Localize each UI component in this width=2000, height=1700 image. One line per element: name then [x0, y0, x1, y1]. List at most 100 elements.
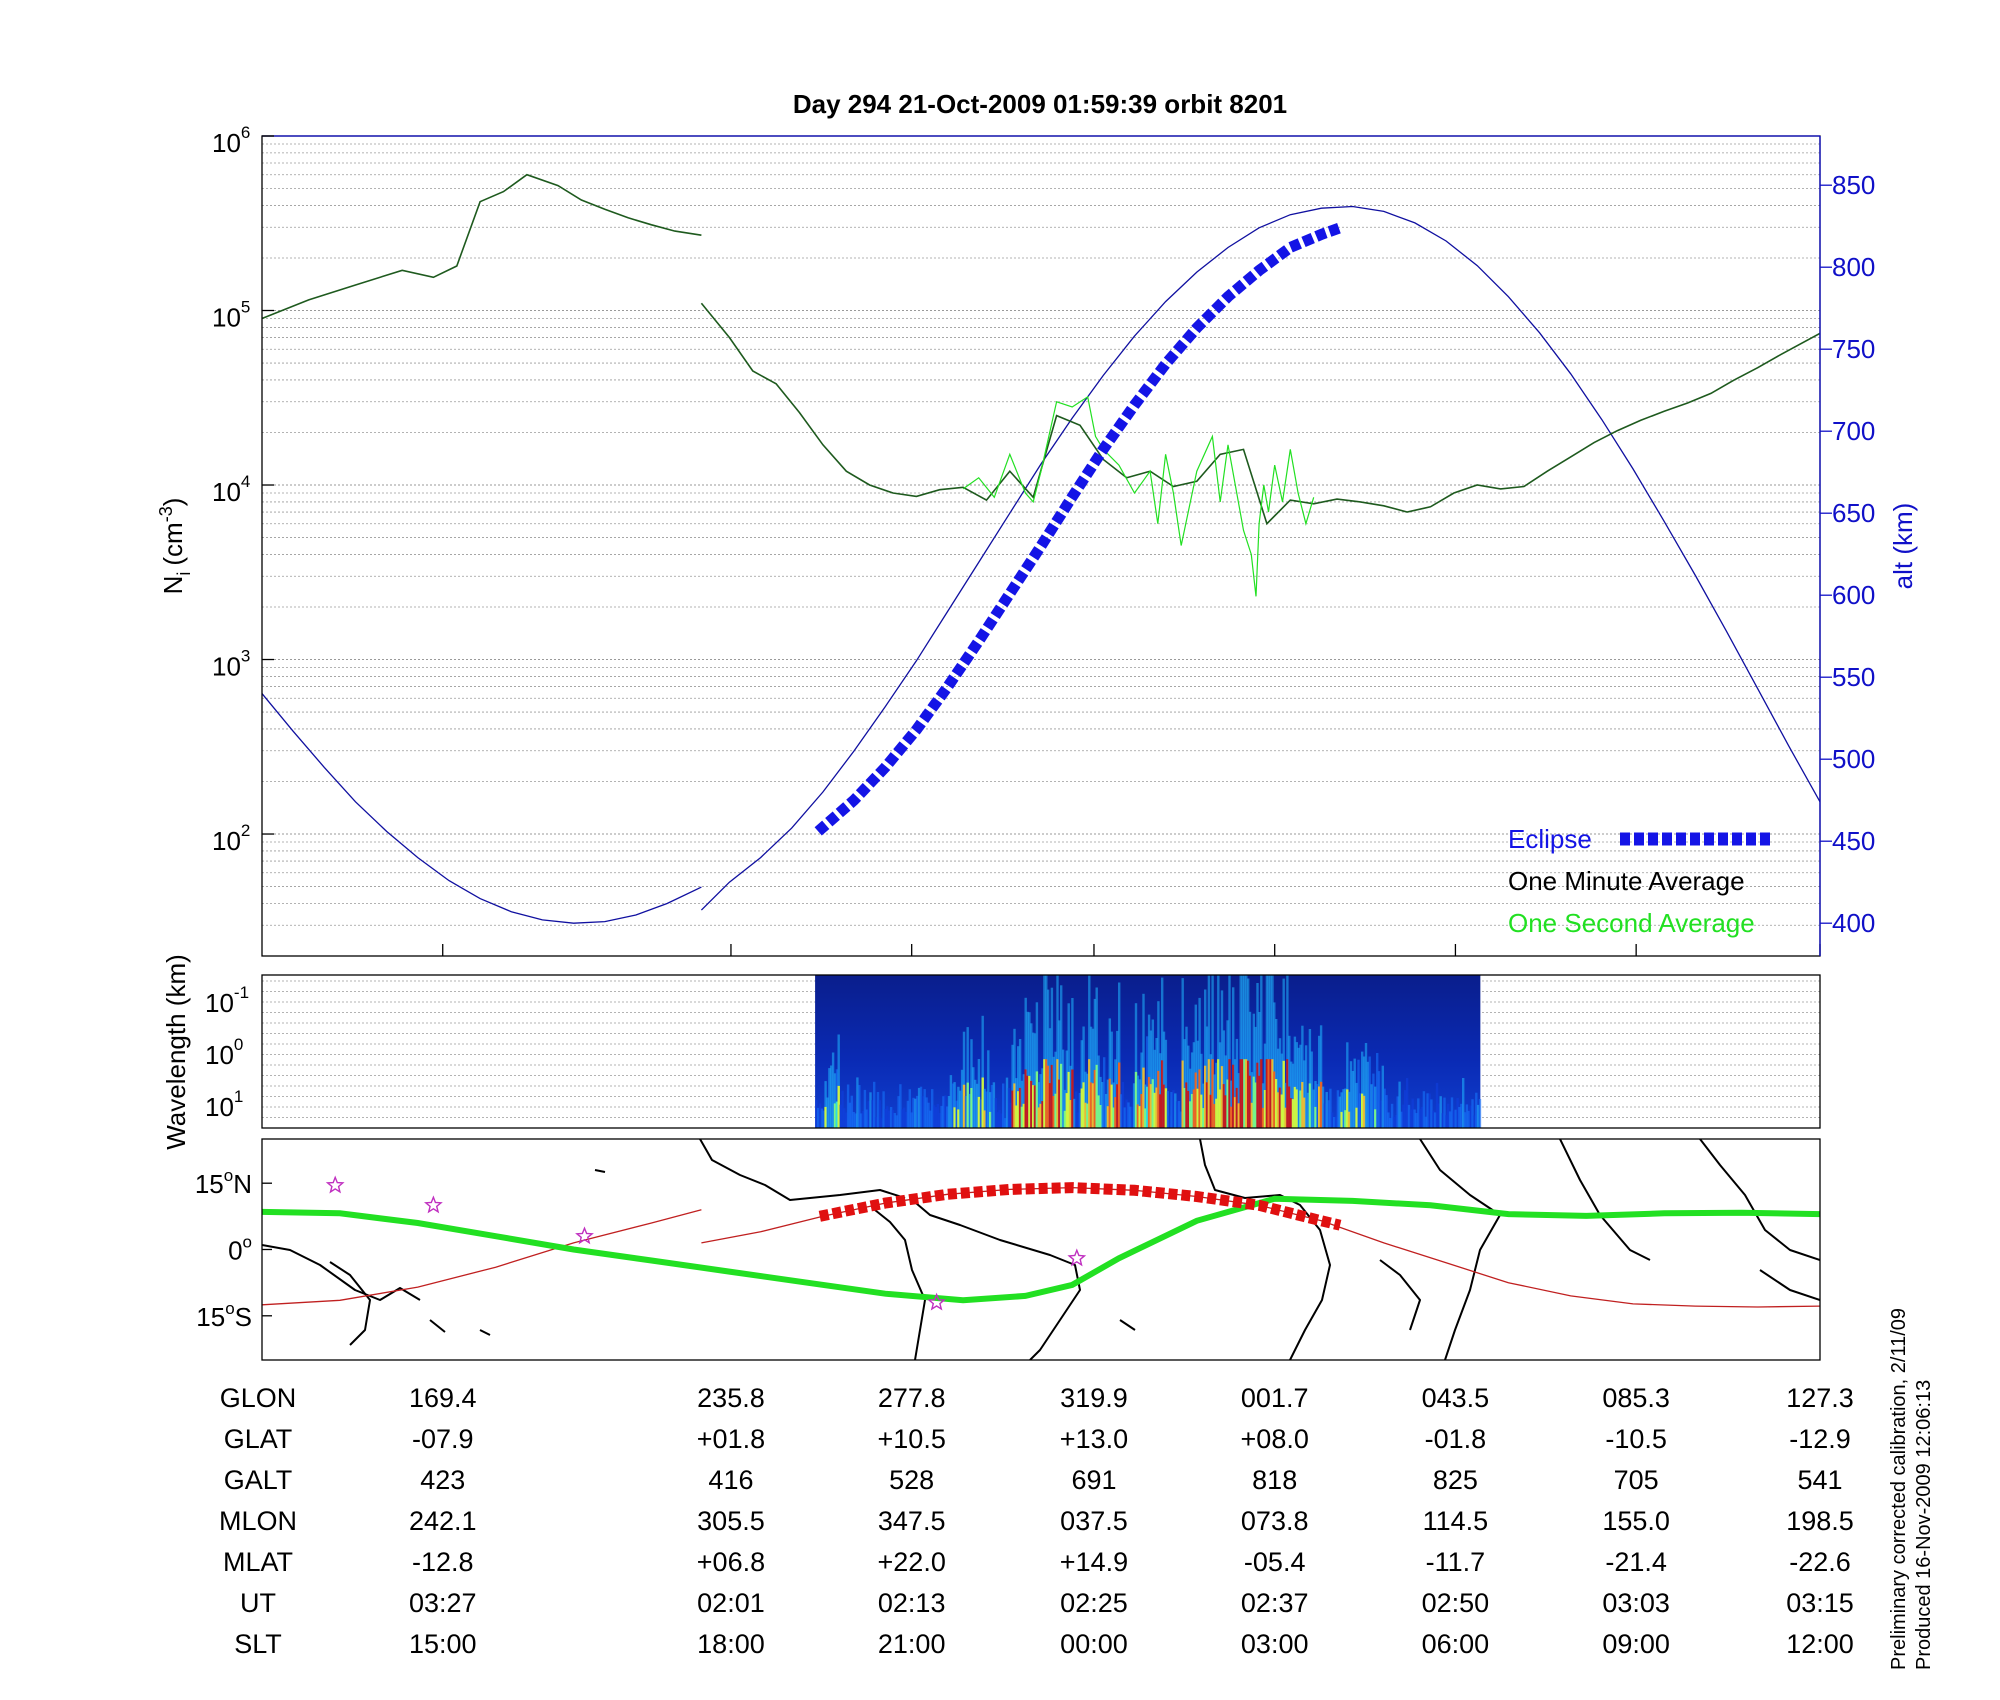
- spectrogram-cell: [1000, 1113, 1003, 1128]
- spectrogram-cell: [1467, 1110, 1470, 1128]
- spectrogram-cell: [1035, 1002, 1039, 1128]
- spectrogram-cell: [1447, 1103, 1450, 1128]
- spectrogram-cell: [1349, 1061, 1353, 1128]
- spectrogram-cell: [1471, 1099, 1474, 1128]
- spectrogram-cell: [1357, 1059, 1360, 1128]
- spectrogram-cell: [1218, 1042, 1222, 1128]
- legend-eclipse: Eclipse: [1508, 824, 1592, 854]
- spectrogram-cell: [1327, 1100, 1330, 1128]
- spectrogram-cell: [1075, 1091, 1078, 1128]
- spectrogram-cell: [899, 1084, 902, 1128]
- spectrogram-cell: [1273, 1071, 1276, 1128]
- density-y-axis-label: Ni(cm-3): [156, 498, 194, 595]
- spectrogram-cell: [1162, 1031, 1166, 1128]
- spectrogram-cell: [1224, 1095, 1227, 1128]
- magnetic-equator-line: [262, 1186, 1820, 1308]
- spectrogram-cell: [1228, 1059, 1231, 1129]
- table-cell: 423: [420, 1465, 465, 1495]
- spectrogram-cell: [1138, 1106, 1141, 1128]
- spectrogram-cell: [1405, 1078, 1409, 1128]
- density-panel: 102 103 104 105 106 400 450 500 550 600 650 700 750…: [156, 123, 1918, 957]
- spectrogram-cell: [1022, 1074, 1025, 1128]
- spectrogram-cell: [1314, 1106, 1317, 1128]
- altitude-line: [262, 205, 1820, 924]
- table-cell: 198.5: [1786, 1506, 1854, 1536]
- spectrogram-cell: [1465, 1104, 1469, 1128]
- table-cell: 02:25: [1060, 1588, 1128, 1618]
- spectrogram-cell: [1469, 1105, 1472, 1128]
- coastline-segment: [699, 1139, 906, 1201]
- spectrogram-cell: [1428, 1093, 1431, 1128]
- spectrogram-cell: [953, 1107, 956, 1128]
- spectrogram-cell: [1252, 1076, 1255, 1128]
- table-row-label: MLON: [219, 1506, 297, 1536]
- spectrogram-cell: [1017, 1046, 1020, 1128]
- spectrogram-cell: [1361, 1093, 1364, 1128]
- spectrogram-cell: [1073, 1098, 1076, 1128]
- spectrogram-cell: [962, 1084, 966, 1128]
- spectrogram-cell: [1374, 1086, 1377, 1128]
- spectrogram-cell: [1263, 1090, 1267, 1128]
- spectrogram-cell: [1243, 975, 1246, 1128]
- map-panel: 15oN 0o 15oS: [195, 1138, 1821, 1361]
- one-minute-average-line: [262, 173, 1820, 526]
- density-y-tick-labels: 102 103 104 105 106: [212, 123, 274, 856]
- spectrogram-cell: [1260, 1059, 1263, 1129]
- spectrogram-cell: [1069, 1065, 1072, 1128]
- table-cell: 319.9: [1060, 1383, 1128, 1413]
- spectrogram-cell: [1056, 975, 1059, 1128]
- spectrogram-cell: [1194, 1072, 1197, 1128]
- spectrogram-cell: [1089, 1026, 1093, 1128]
- table-cell: -22.6: [1789, 1547, 1851, 1577]
- spectrogram-cell: [996, 1112, 999, 1128]
- spectrogram-cell: [822, 1110, 825, 1128]
- spectrogram-y-tick-label: 101: [205, 1087, 243, 1122]
- spectrogram-cell: [1290, 1061, 1293, 1128]
- spectrogram-cell: [1456, 1098, 1459, 1128]
- spectrogram-cell: [1331, 1112, 1334, 1128]
- spectrogram-cell: [1030, 1080, 1033, 1128]
- spectrogram-cell: [856, 1077, 859, 1128]
- spectrogram-cell: [1361, 1051, 1364, 1128]
- spectrogram-cell: [1303, 1060, 1306, 1128]
- spectrogram-cell: [1011, 1090, 1014, 1128]
- spectrogram-cell: [1250, 1072, 1254, 1128]
- spectrogram-cell: [1301, 1025, 1304, 1128]
- spectrogram-cell: [1189, 1068, 1192, 1128]
- spectrogram-cell: [1346, 1089, 1349, 1128]
- spectrogram-cell: [1063, 1110, 1067, 1128]
- spectrogram-cell: [1347, 1091, 1351, 1128]
- spectrogram-cell: [1015, 1105, 1018, 1128]
- spectrogram-cell: [1177, 1101, 1181, 1128]
- spectrogram-cell: [1189, 1101, 1192, 1128]
- spectrogram-cell: [1220, 1066, 1224, 1128]
- spectrogram-cell: [1155, 1038, 1158, 1128]
- spectrogram-cell: [1142, 993, 1145, 1128]
- ground-track-line: [262, 1195, 1820, 1304]
- spectrogram-cell: [955, 1100, 958, 1128]
- spectrogram-panel: 10-1 100 101 Wavelength (km): [161, 954, 1821, 1150]
- spectrogram-cell: [1213, 1074, 1216, 1128]
- altitude-y-tick-label: 450: [1832, 826, 1875, 856]
- spectrogram-cell: [1157, 1001, 1160, 1128]
- altitude-y-tick-label: 400: [1832, 908, 1875, 938]
- spectrogram-cell: [1084, 1102, 1087, 1128]
- spectrogram-cell: [1314, 1081, 1317, 1128]
- spectrogram-cell: [1473, 1115, 1476, 1128]
- spectrogram-cell: [983, 1110, 986, 1128]
- table-cell: 541: [1797, 1465, 1842, 1495]
- spectrogram-cell: [889, 1107, 893, 1128]
- spectrogram-cell: [1065, 1050, 1068, 1128]
- spectrogram-cell: [1114, 1059, 1117, 1128]
- spectrogram-cell: [1183, 1039, 1186, 1128]
- spectrogram-cell: [925, 1097, 928, 1128]
- station-star-marker: [325, 1175, 345, 1194]
- spectrogram-cell: [1463, 1112, 1467, 1128]
- spectrogram-cell: [1157, 1070, 1160, 1128]
- table-cell: 15:00: [409, 1629, 477, 1659]
- table-cell: 037.5: [1060, 1506, 1128, 1536]
- spectrogram-cell: [1063, 1089, 1067, 1128]
- table-cell: 169.4: [409, 1383, 477, 1413]
- spectrogram-cell: [824, 1106, 827, 1128]
- spectrogram-cell: [1235, 1087, 1239, 1128]
